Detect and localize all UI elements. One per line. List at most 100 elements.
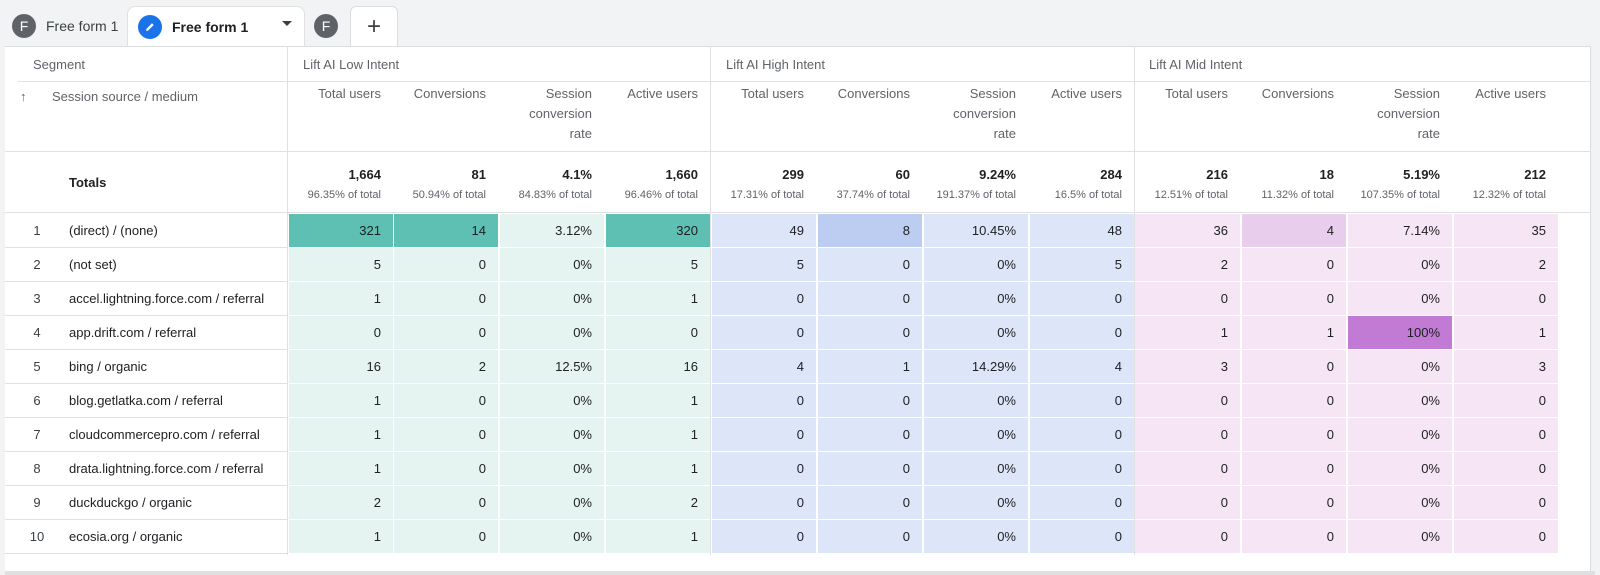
table-cell: 0 <box>1030 316 1134 349</box>
tab-free-form-1-active[interactable]: Free form 1 <box>127 6 305 46</box>
totals-value: 1,660 <box>665 167 698 182</box>
column-header-total-users[interactable]: Total users <box>741 86 804 101</box>
totals-value: 60 <box>895 167 910 182</box>
row-dimension-value[interactable]: (direct) / (none) <box>69 223 158 238</box>
table-cell: 0 <box>394 316 498 349</box>
row-dimension-value[interactable]: (not set) <box>69 257 117 272</box>
dimension-header[interactable]: Session source / medium <box>52 89 198 104</box>
table-cell: 0 <box>712 520 816 553</box>
table-cell: 0% <box>1348 248 1452 281</box>
table-cell: 0 <box>1135 486 1240 519</box>
table-cell: 0 <box>818 384 922 417</box>
table-cell: 48 <box>1030 214 1134 247</box>
row-index: 8 <box>33 461 41 476</box>
table-cell: 0% <box>1348 520 1452 553</box>
totals-value: 9.24% <box>979 167 1016 182</box>
table-cell: 3.12% <box>500 214 604 247</box>
table-cell: 14 <box>394 214 498 247</box>
tab-third[interactable]: F <box>314 6 344 46</box>
table-cell: 16 <box>289 350 393 383</box>
table-cell: 1 <box>606 418 710 451</box>
table-cell: 0% <box>500 316 604 349</box>
totals-cell: 299 17.31% of total <box>711 167 804 201</box>
table-cell: 0 <box>394 418 498 451</box>
column-header-active-users[interactable]: Active users <box>627 86 698 101</box>
table-cell: 0 <box>1030 452 1134 485</box>
row-dimension-value[interactable]: bing / organic <box>69 359 148 374</box>
horizontal-scrollbar[interactable] <box>5 571 1595 575</box>
table-cell: 5 <box>1030 248 1134 281</box>
table-cell: 0 <box>818 282 922 315</box>
totals-percent: 107.35% of total <box>1360 189 1440 201</box>
table-cell: 320 <box>606 214 710 247</box>
totals-percent: 16.5% of total <box>1054 189 1122 201</box>
row-dimension-value[interactable]: drata.lightning.force.com / referral <box>69 461 264 476</box>
table-cell: 1 <box>1454 316 1558 349</box>
totals-cell: 4.1% 84.83% of total <box>499 167 592 201</box>
totals-cell: 212 12.32% of total <box>1453 167 1546 201</box>
table-cell: 0 <box>712 384 816 417</box>
table-cell: 49 <box>712 214 816 247</box>
table-cell: 5 <box>606 248 710 281</box>
table-cell: 0% <box>924 282 1028 315</box>
divider <box>5 281 288 282</box>
column-header-conversions[interactable]: Conversions <box>413 86 486 101</box>
totals-percent: 96.35% of total <box>307 189 381 201</box>
add-tab-button[interactable]: + <box>350 6 398 46</box>
table-cell: 0 <box>1030 520 1134 553</box>
divider <box>5 451 288 452</box>
column-header-total-users[interactable]: Total users <box>318 86 381 101</box>
column-header-active-users[interactable]: Active users <box>1475 86 1546 101</box>
column-header-total-users[interactable]: Total users <box>1165 86 1228 101</box>
totals-cell: 1,660 96.46% of total <box>605 167 698 201</box>
column-header-active-users[interactable]: Active users <box>1051 86 1122 101</box>
divider <box>5 553 288 554</box>
row-dimension-value[interactable]: ecosia.org / organic <box>69 529 183 544</box>
totals-cell: 81 50.94% of total <box>393 167 486 201</box>
totals-cell: 216 12.51% of total <box>1134 167 1228 201</box>
row-index: 5 <box>33 359 41 374</box>
table-cell: 0 <box>1135 282 1240 315</box>
table-cell: 3 <box>1454 350 1558 383</box>
column-header-session-conversion-rate[interactable]: Session conversion rate <box>529 86 592 141</box>
table-cell: 0 <box>394 520 498 553</box>
table-cell: 0 <box>1242 350 1346 383</box>
table-cell: 0 <box>1242 384 1346 417</box>
table-cell: 0 <box>818 248 922 281</box>
table-cell: 0% <box>924 486 1028 519</box>
row-dimension-value[interactable]: accel.lightning.force.com / referral <box>69 291 265 306</box>
table-cell: 0% <box>500 452 604 485</box>
divider <box>5 151 1590 152</box>
table-cell: 1 <box>289 384 393 417</box>
column-header-session-conversion-rate[interactable]: Session conversion rate <box>953 86 1016 141</box>
totals-value: 284 <box>1100 167 1122 182</box>
totals-label: Totals <box>69 175 107 190</box>
totals-value: 212 <box>1524 167 1546 182</box>
divider <box>5 349 288 350</box>
table-cell: 1 <box>289 282 393 315</box>
table-cell: 0 <box>1454 384 1558 417</box>
column-header-conversions[interactable]: Conversions <box>1261 86 1334 101</box>
row-dimension-value[interactable]: duckduckgo / organic <box>69 495 192 510</box>
totals-cell: 18 11.32% of total <box>1241 167 1334 201</box>
totals-percent: 96.46% of total <box>624 189 698 201</box>
row-dimension-value[interactable]: blog.getlatka.com / referral <box>69 393 223 408</box>
divider <box>287 46 288 555</box>
table-cell: 0 <box>289 316 393 349</box>
sort-ascending-icon[interactable]: ↑ <box>20 89 27 104</box>
group-header-high: Lift AI High Intent <box>711 47 1134 82</box>
table-cell: 10.45% <box>924 214 1028 247</box>
row-dimension-value[interactable]: app.drift.com / referral <box>69 325 197 340</box>
row-dimension-value[interactable]: cloudcommercepro.com / referral <box>69 427 260 442</box>
table-cell: 0 <box>1454 418 1558 451</box>
table-cell: 0% <box>1348 282 1452 315</box>
segment-header: Segment <box>18 47 288 82</box>
chevron-down-icon[interactable] <box>282 21 292 26</box>
table-cell: 5 <box>712 248 816 281</box>
table-cell: 0 <box>818 520 922 553</box>
tab-free-form-1-inactive[interactable]: F Free form 1 <box>12 6 126 46</box>
table-cell: 4 <box>1242 214 1346 247</box>
column-header-session-conversion-rate[interactable]: Session conversion rate <box>1377 86 1440 141</box>
column-header-conversions[interactable]: Conversions <box>837 86 910 101</box>
table-cell: 0 <box>1242 248 1346 281</box>
